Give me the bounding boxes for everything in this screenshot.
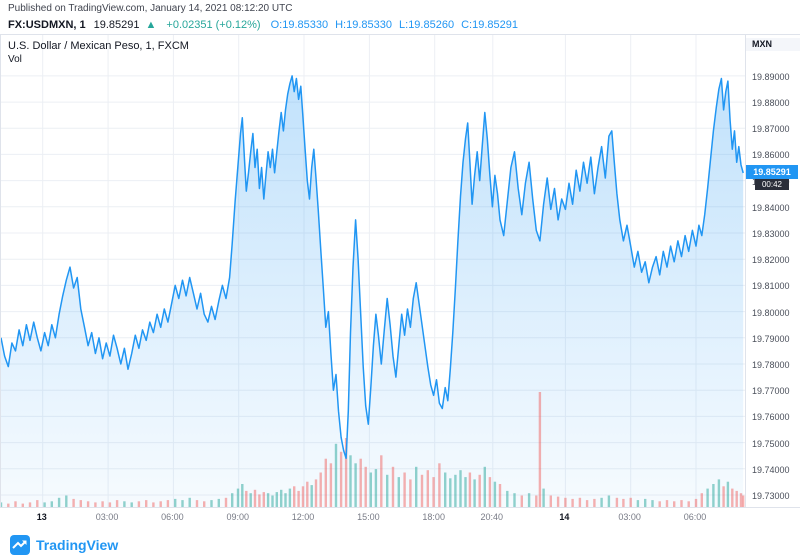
publish-text: Published on TradingView.com, January 14… <box>8 2 293 14</box>
y-axis-label: 19.83000 <box>752 229 790 240</box>
footer: TradingView <box>0 530 800 560</box>
y-axis-label: 19.80000 <box>752 307 790 318</box>
price-change: +0.02351 (+0.12%) <box>166 19 261 31</box>
up-arrow-icon: ▲ <box>145 19 157 31</box>
x-axis-label: 03:00 <box>618 512 641 522</box>
price-area <box>1 75 744 507</box>
y-axis-label: 19.88000 <box>752 98 790 109</box>
price-line <box>1 75 744 460</box>
y-axis-label: 19.78000 <box>752 359 790 370</box>
y-axis-label: 19.84000 <box>752 202 790 213</box>
ohlc-item: O:19.85330 <box>270 19 329 31</box>
x-axis-label: 20:40 <box>480 512 504 522</box>
badge-countdown: 00:42 <box>755 179 789 190</box>
tradingview-logo-icon[interactable] <box>10 535 30 555</box>
bottom-row: 13 03:00 06:00 09:00 12:00 15:00 18:00 20:40 14 0… <box>0 508 800 530</box>
chart-canvas[interactable] <box>1 35 745 507</box>
ohlc-item: H:19.85330 <box>335 19 392 31</box>
y-axis-label: 19.82000 <box>752 255 790 266</box>
last-price: 19.85291 <box>93 19 140 31</box>
price-axis[interactable]: MXN 19.85291 00:42 19.73000 19.74000 19.75… <box>746 34 800 508</box>
ohlc-item: L:19.85260 <box>399 19 455 31</box>
x-axis-label: 12:00 <box>291 512 315 522</box>
volume-bars <box>1 392 745 507</box>
x-axis-label: 13 <box>36 512 47 522</box>
badge-price: 19.85291 <box>746 165 798 179</box>
x-axis-label: 15:00 <box>357 512 380 522</box>
y-axis-label: 19.73000 <box>752 490 790 501</box>
chart-row: U.S. Dollar / Mexican Peso, 1, FXCM Vol … <box>0 34 800 508</box>
last-price-badge: 19.85291 00:42 <box>746 165 798 190</box>
price-chart-plot[interactable]: U.S. Dollar / Mexican Peso, 1, FXCM Vol <box>0 34 746 508</box>
chart-legend: U.S. Dollar / Mexican Peso, 1, FXCM Vol <box>8 39 189 67</box>
ohlc-item: C:19.85291 <box>461 19 518 31</box>
y-axis-label: 19.86000 <box>752 150 790 161</box>
symbol-bar: FX:USDMXN, 1 19.85291 ▲ +0.02351 (+0.12%… <box>0 16 800 34</box>
x-axis-label: 06:00 <box>161 512 184 522</box>
y-axis-label: 19.87000 <box>752 124 790 135</box>
legend-vol-label: Vol <box>8 54 22 65</box>
y-axis-label: 19.89000 <box>752 71 790 82</box>
y-axis-label: 19.75000 <box>752 438 790 449</box>
axis-corner <box>746 508 800 530</box>
ohlc-values: O:19.85330 H:19.85330 L:19.85260 C:19.85291 <box>271 19 525 31</box>
time-axis[interactable]: 13 03:00 06:00 09:00 12:00 15:00 18:00 20:40 14 0… <box>0 508 746 530</box>
symbol-name: FX:USDMXN, 1 <box>8 19 86 31</box>
y-axis-label: 19.77000 <box>752 386 790 397</box>
x-axis-label: 09:00 <box>226 512 249 522</box>
tradingview-logo-text[interactable]: TradingView <box>36 537 119 553</box>
publish-bar: Published on TradingView.com, January 14… <box>0 0 800 16</box>
legend-title: U.S. Dollar / Mexican Peso, 1, FXCM <box>8 40 189 52</box>
x-axis-label: 14 <box>559 512 570 522</box>
y-axis-label: 19.79000 <box>752 333 790 344</box>
x-axis-label: 06:00 <box>683 512 707 522</box>
y-axis-label: 19.81000 <box>752 281 790 292</box>
y-axis-label: 19.76000 <box>752 412 790 423</box>
x-axis-label: 18:00 <box>422 512 445 522</box>
currency-label: MXN <box>746 38 800 51</box>
y-axis-label: 19.74000 <box>752 464 790 475</box>
x-axis-label: 03:00 <box>95 512 119 522</box>
